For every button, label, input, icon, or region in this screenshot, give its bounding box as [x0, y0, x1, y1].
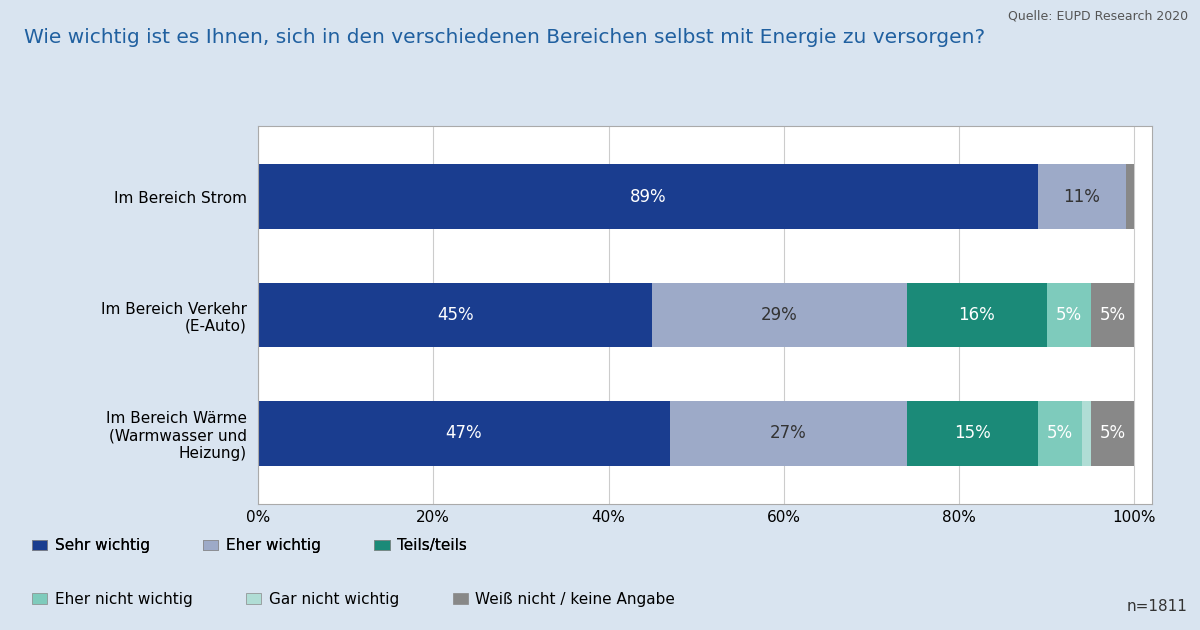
- Text: 5%: 5%: [1056, 306, 1081, 324]
- Bar: [1038, 401, 1082, 466]
- Bar: [1046, 282, 1091, 348]
- Text: 5%: 5%: [1099, 306, 1126, 324]
- Text: 16%: 16%: [959, 306, 995, 324]
- Text: 11%: 11%: [1063, 188, 1100, 206]
- Text: Wie wichtig ist es Ihnen, sich in den verschiedenen Bereichen selbst mit Energie: Wie wichtig ist es Ihnen, sich in den ve…: [24, 28, 985, 47]
- Text: 45%: 45%: [437, 306, 474, 324]
- Bar: [258, 282, 653, 348]
- Bar: [258, 401, 670, 466]
- Bar: [1082, 401, 1091, 466]
- Text: 5%: 5%: [1046, 424, 1073, 442]
- Legend: Eher nicht wichtig, Gar nicht wichtig, Weiß nicht / keine Angabe: Eher nicht wichtig, Gar nicht wichtig, W…: [25, 586, 682, 613]
- Text: Quelle: EUPD Research 2020: Quelle: EUPD Research 2020: [1008, 9, 1188, 23]
- Text: n=1811: n=1811: [1127, 599, 1188, 614]
- Legend: Sehr wichtig, Eher wichtig, Teils/teils: Sehr wichtig, Eher wichtig, Teils/teils: [25, 532, 473, 559]
- Bar: [1091, 401, 1134, 466]
- Text: 29%: 29%: [761, 306, 798, 324]
- Text: 89%: 89%: [630, 188, 666, 206]
- Text: 47%: 47%: [445, 424, 482, 442]
- Bar: [1126, 164, 1134, 229]
- Text: 27%: 27%: [770, 424, 806, 442]
- Bar: [670, 401, 906, 466]
- Bar: [258, 164, 1038, 229]
- Text: 5%: 5%: [1099, 424, 1126, 442]
- Bar: [1038, 164, 1126, 229]
- Bar: [906, 282, 1046, 348]
- Bar: [653, 282, 906, 348]
- Bar: [1091, 282, 1134, 348]
- Text: 15%: 15%: [954, 424, 991, 442]
- Bar: [906, 401, 1038, 466]
